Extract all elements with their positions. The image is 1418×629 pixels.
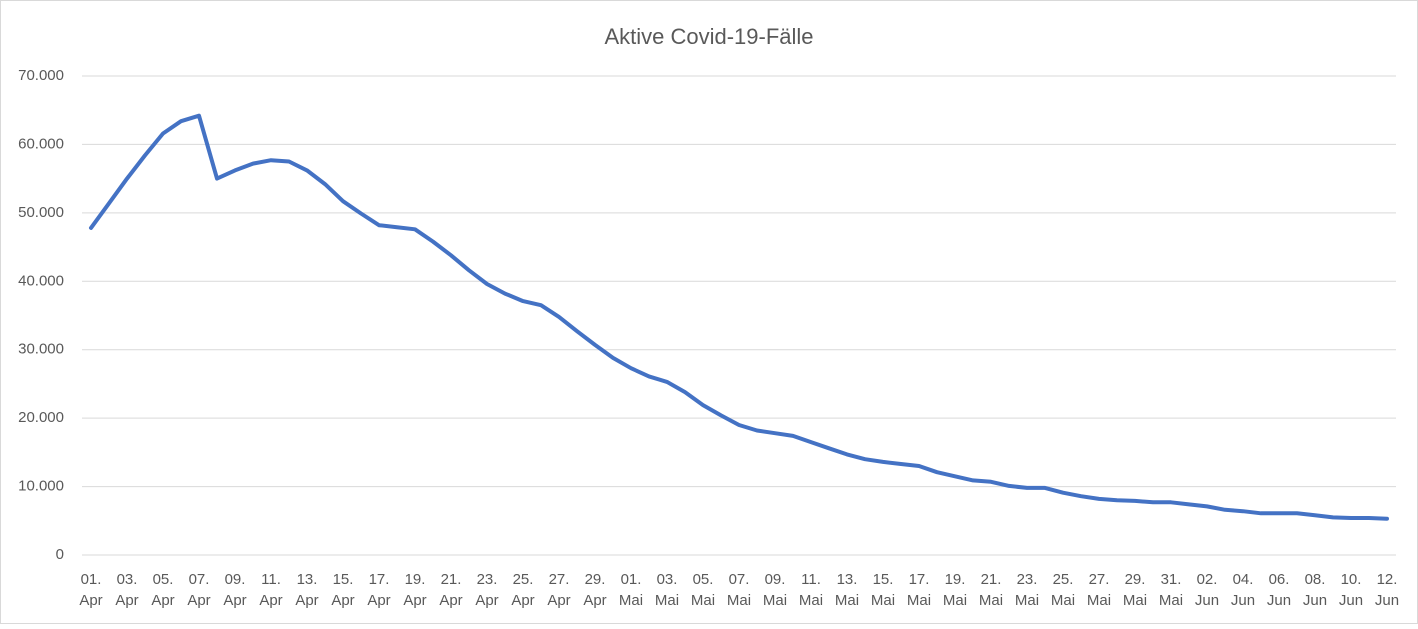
x-tick-label: 29. Apr: [583, 571, 606, 609]
y-tick-label: 70.000: [18, 67, 64, 84]
x-tick-label: 21. Apr: [439, 571, 462, 609]
x-tick-label: 27. Apr: [547, 571, 570, 609]
x-tick-label: 05. Apr: [151, 571, 174, 609]
x-tick-label: 01. Apr: [79, 571, 102, 609]
x-tick-label: 05. Mai: [691, 571, 715, 609]
x-tick-label: 03. Mai: [655, 571, 679, 609]
data-line: [89, 113, 1389, 521]
x-tick-label: 17. Mai: [907, 571, 931, 609]
y-tick-label: 10.000: [18, 478, 64, 495]
y-tick-label: 50.000: [18, 204, 64, 221]
x-tick-label: 11. Apr: [259, 571, 282, 609]
x-tick-label: 25. Apr: [511, 571, 534, 609]
x-tick-label: 12. Jun: [1375, 571, 1399, 609]
y-tick-label: 20.000: [18, 409, 64, 426]
y-tick-label: 60.000: [18, 135, 64, 152]
x-tick-label: 07. Mai: [727, 571, 751, 609]
y-tick-label: 30.000: [18, 341, 64, 358]
chart-title: Aktive Covid-19-Fälle: [604, 24, 813, 49]
x-tick-label: 27. Mai: [1087, 571, 1111, 609]
x-tick-label: 04. Jun: [1231, 571, 1255, 609]
y-tick-label: 0: [56, 546, 64, 563]
x-tick-label: 15. Mai: [871, 571, 895, 609]
x-tick-label: 13. Mai: [835, 571, 859, 609]
x-tick-label: 23. Mai: [1015, 571, 1039, 609]
x-tick-label: 09. Apr: [223, 571, 246, 609]
x-tick-label: 02. Jun: [1195, 571, 1219, 609]
x-tick-label: 09. Mai: [763, 571, 787, 609]
x-tick-label: 01. Mai: [619, 571, 643, 609]
x-tick-label: 21. Mai: [979, 571, 1003, 609]
x-tick-label: 08. Jun: [1303, 571, 1327, 609]
x-tick-label: 25. Mai: [1051, 571, 1075, 609]
x-tick-label: 10. Jun: [1339, 571, 1363, 609]
x-tick-label: 15. Apr: [331, 571, 354, 609]
y-tick-label: 40.000: [18, 272, 64, 289]
x-tick-label: 19. Apr: [403, 571, 426, 609]
x-tick-label: 07. Apr: [187, 571, 210, 609]
x-tick-label: 23. Apr: [475, 571, 498, 609]
x-tick-label: 06. Jun: [1267, 571, 1291, 609]
x-tick-label: 13. Apr: [295, 571, 318, 609]
x-tick-label: 29. Mai: [1123, 571, 1147, 609]
x-tick-label: 19. Mai: [943, 571, 967, 609]
x-tick-label: 31. Mai: [1159, 571, 1183, 609]
x-tick-label: 17. Apr: [367, 571, 390, 609]
x-tick-label: 03. Apr: [115, 571, 138, 609]
x-tick-label: 11. Mai: [799, 571, 823, 609]
